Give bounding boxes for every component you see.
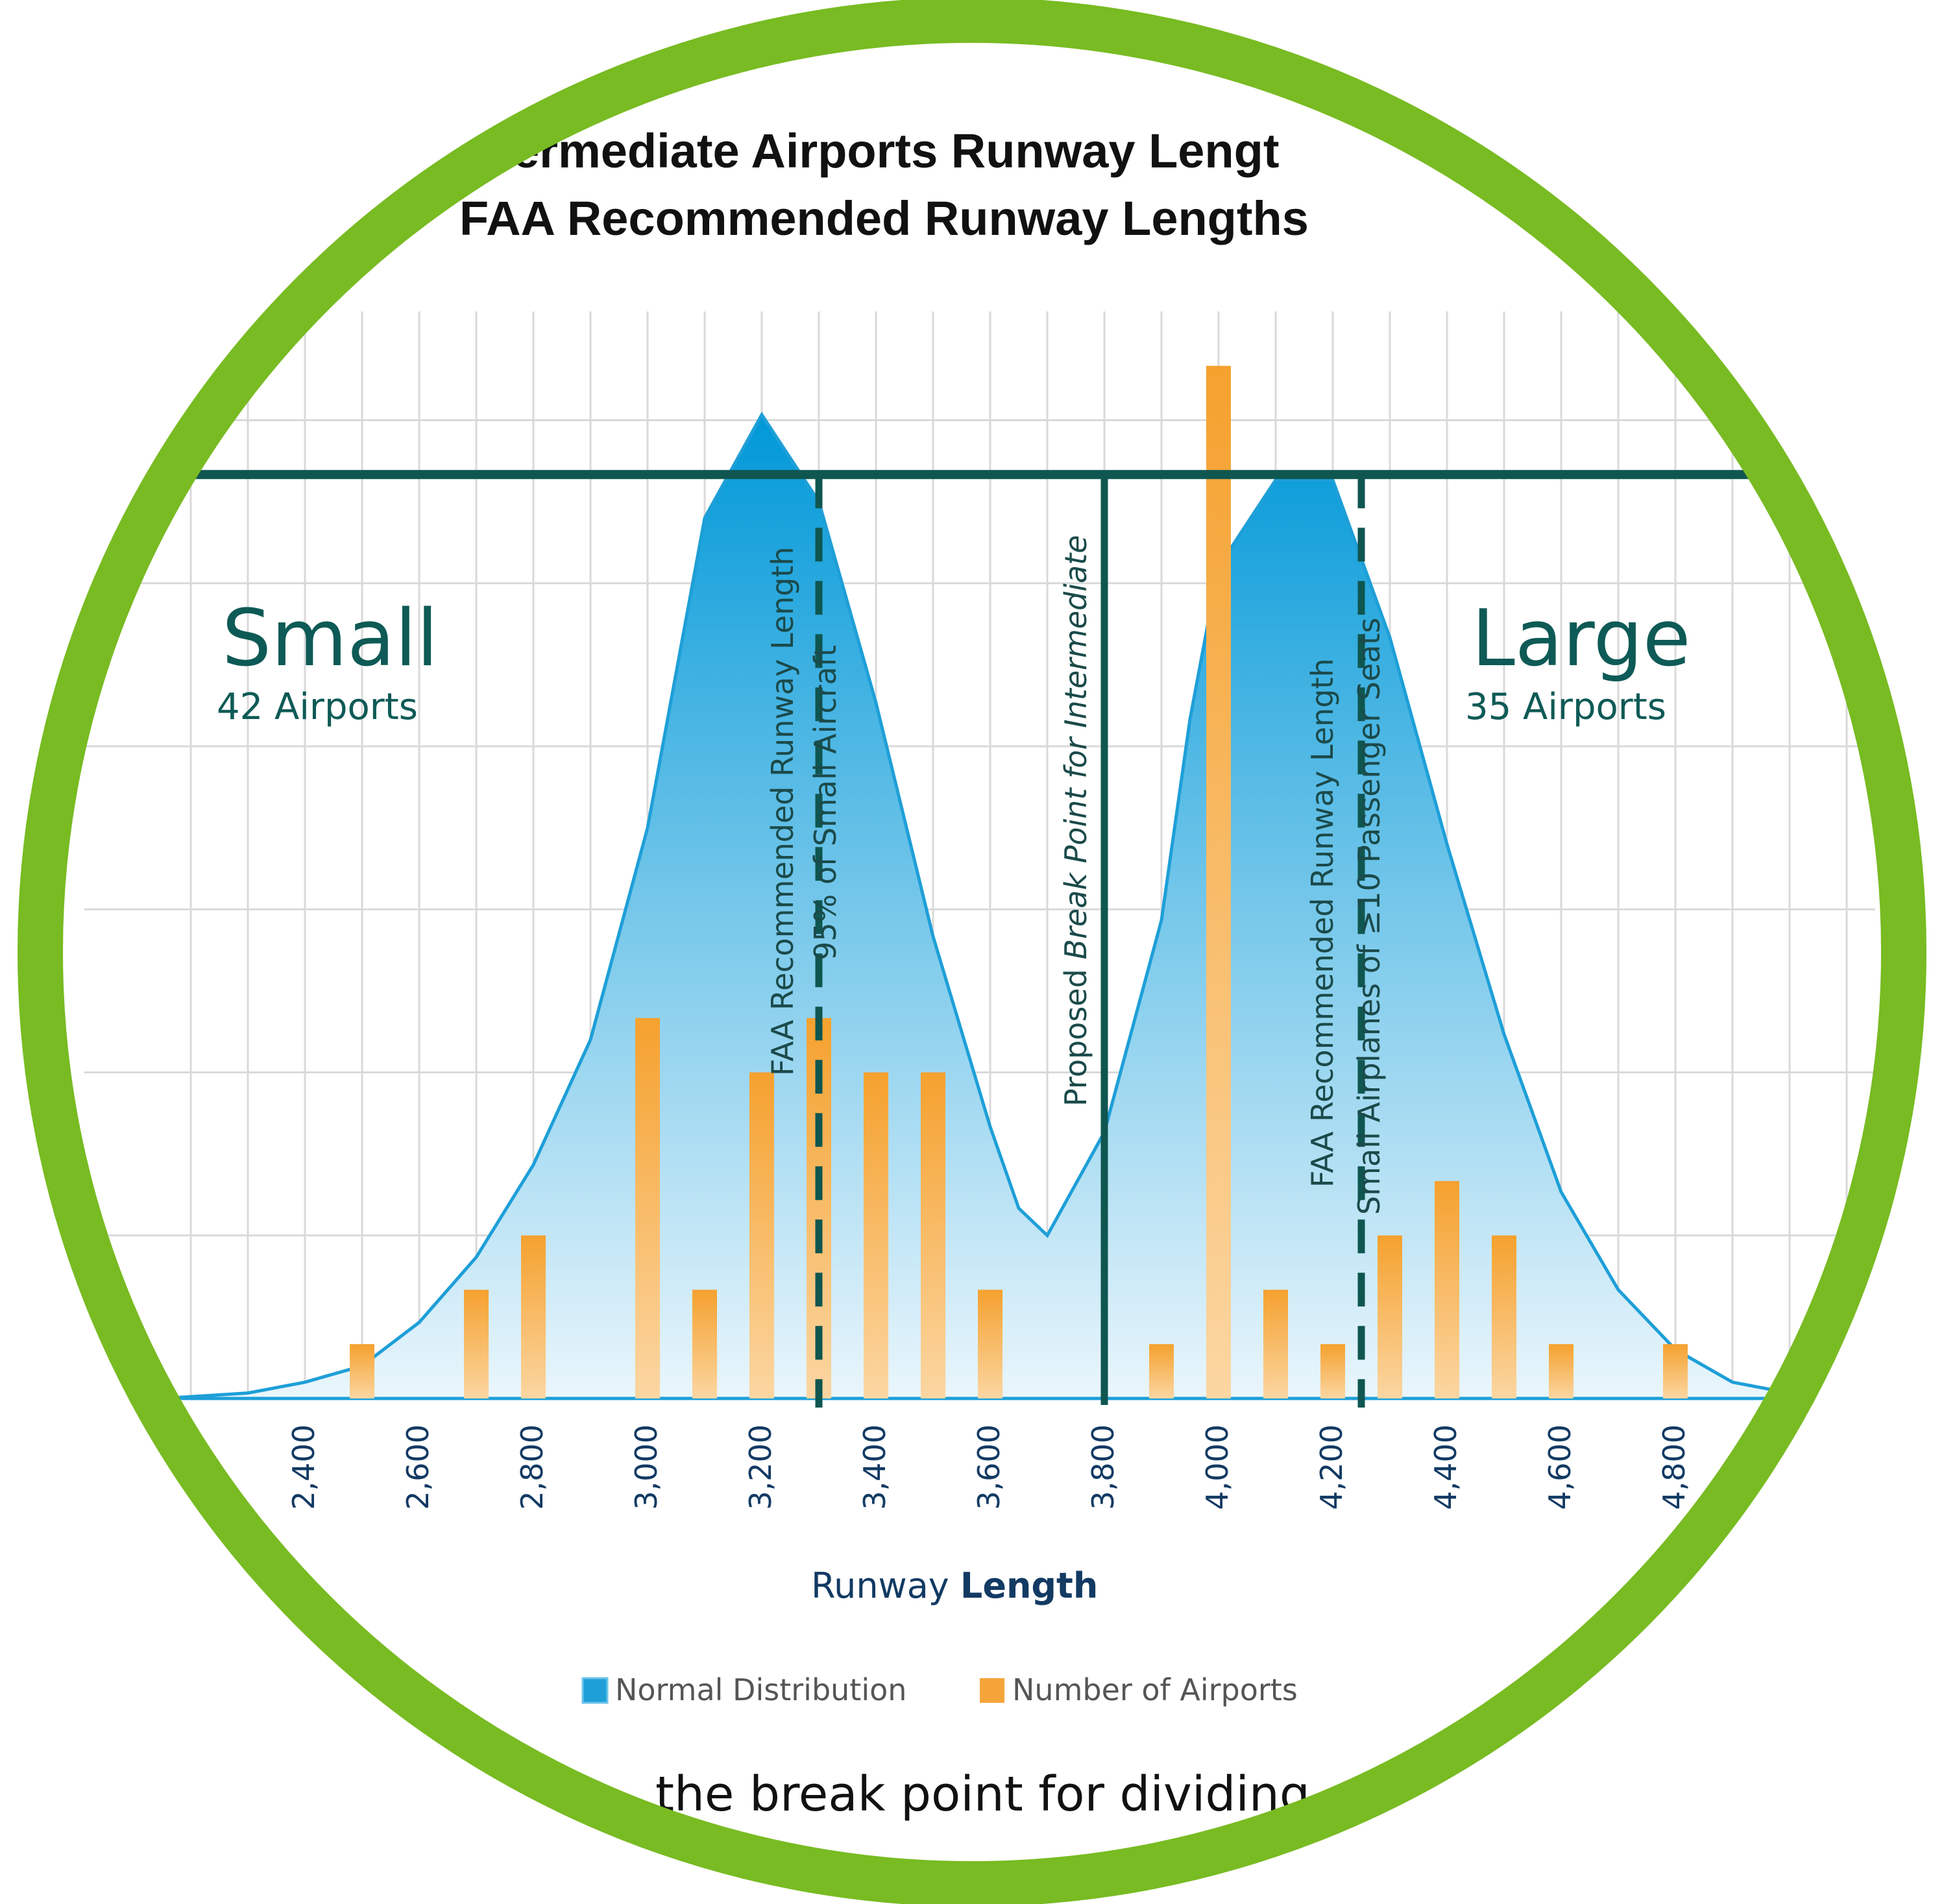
break-point-label-prefix: Proposed — [1058, 960, 1093, 1106]
bar — [1149, 1344, 1174, 1398]
bar — [1263, 1289, 1288, 1398]
large-faa-label-line-1: FAA Recommended Runway Length — [1305, 658, 1340, 1188]
x-tick-label: 3,600 — [971, 1424, 1006, 1510]
x-tick-label: 4,200 — [1314, 1424, 1349, 1510]
bar — [635, 1018, 660, 1398]
legend-swatch-number-of-airports — [980, 1678, 1004, 1703]
x-tick-label: 3,000 — [629, 1424, 664, 1510]
break-point-label: Proposed Break Point for Intermediate — [1058, 535, 1093, 1106]
large-faa-label-line-2: Small Airplanes of ≥10 Passenger Seats — [1352, 618, 1387, 1215]
bar — [1320, 1344, 1345, 1398]
legend-swatch-normal-distribution — [581, 1677, 609, 1704]
bars-number-of-airports — [350, 365, 1688, 1398]
small-category-count: 42 Airports — [217, 686, 418, 728]
x-tick-label: 4,800 — [1657, 1424, 1692, 1510]
bar — [1378, 1235, 1402, 1398]
x-axis-title: Runway Length — [811, 1565, 1098, 1606]
caption-text: the break point for dividing — [655, 1766, 1310, 1822]
break-point-label-italic: Break Point for Intermediate — [1058, 535, 1093, 959]
x-tick-label: 2,400 — [286, 1424, 321, 1510]
x-tick-label: 3,200 — [743, 1424, 778, 1510]
large-category-count: 35 Airports — [1465, 686, 1666, 728]
x-tick-label: 3,800 — [1086, 1424, 1121, 1510]
x-tick-label: 2,800 — [515, 1424, 550, 1510]
bar — [464, 1289, 489, 1398]
bar — [521, 1235, 546, 1398]
legend: Normal Distribution Number of Airports — [581, 1672, 1298, 1707]
bar — [978, 1289, 1002, 1398]
bar — [692, 1289, 717, 1398]
small-faa-label-line-1: FAA Recommended Runway Length — [765, 546, 800, 1076]
bar — [864, 1072, 888, 1398]
x-axis-title-part-2: Length — [960, 1565, 1098, 1606]
x-tick-label: 4,600 — [1542, 1424, 1577, 1510]
x-tick-label: 4,000 — [1200, 1424, 1235, 1510]
legend-label-number-of-airports: Number of Airports — [1012, 1672, 1298, 1707]
chart-title-line-2: FAA Recommended Runway Lengths — [459, 191, 1309, 245]
x-tick-label: 3,400 — [857, 1424, 892, 1510]
small-faa-label-line-2: 95% of Small Aircraft — [808, 645, 843, 960]
bar — [1435, 1181, 1459, 1398]
bar — [1549, 1344, 1573, 1398]
normal-distribution-area — [162, 411, 1876, 1400]
chart-title-line-1: ermediate Airports Runway Lengt — [513, 124, 1279, 178]
reference-lines: Proposed Break Point for Intermediate FAA… — [84, 470, 1882, 1408]
x-axis-title-part-1: Runway — [811, 1565, 960, 1606]
small-category-title: Small — [222, 594, 438, 684]
bar — [1206, 365, 1231, 1398]
bar — [749, 1072, 774, 1398]
legend-label-normal-distribution: Normal Distribution — [615, 1672, 906, 1707]
bar — [1492, 1235, 1516, 1398]
x-tick-label: 2,600 — [400, 1424, 435, 1510]
large-category-title: Large — [1472, 594, 1691, 684]
bar — [1663, 1344, 1688, 1398]
bar — [921, 1072, 945, 1398]
frame-ring — [18, 0, 1926, 1904]
x-tick-label: 4,400 — [1428, 1424, 1463, 1510]
bar — [350, 1344, 374, 1398]
